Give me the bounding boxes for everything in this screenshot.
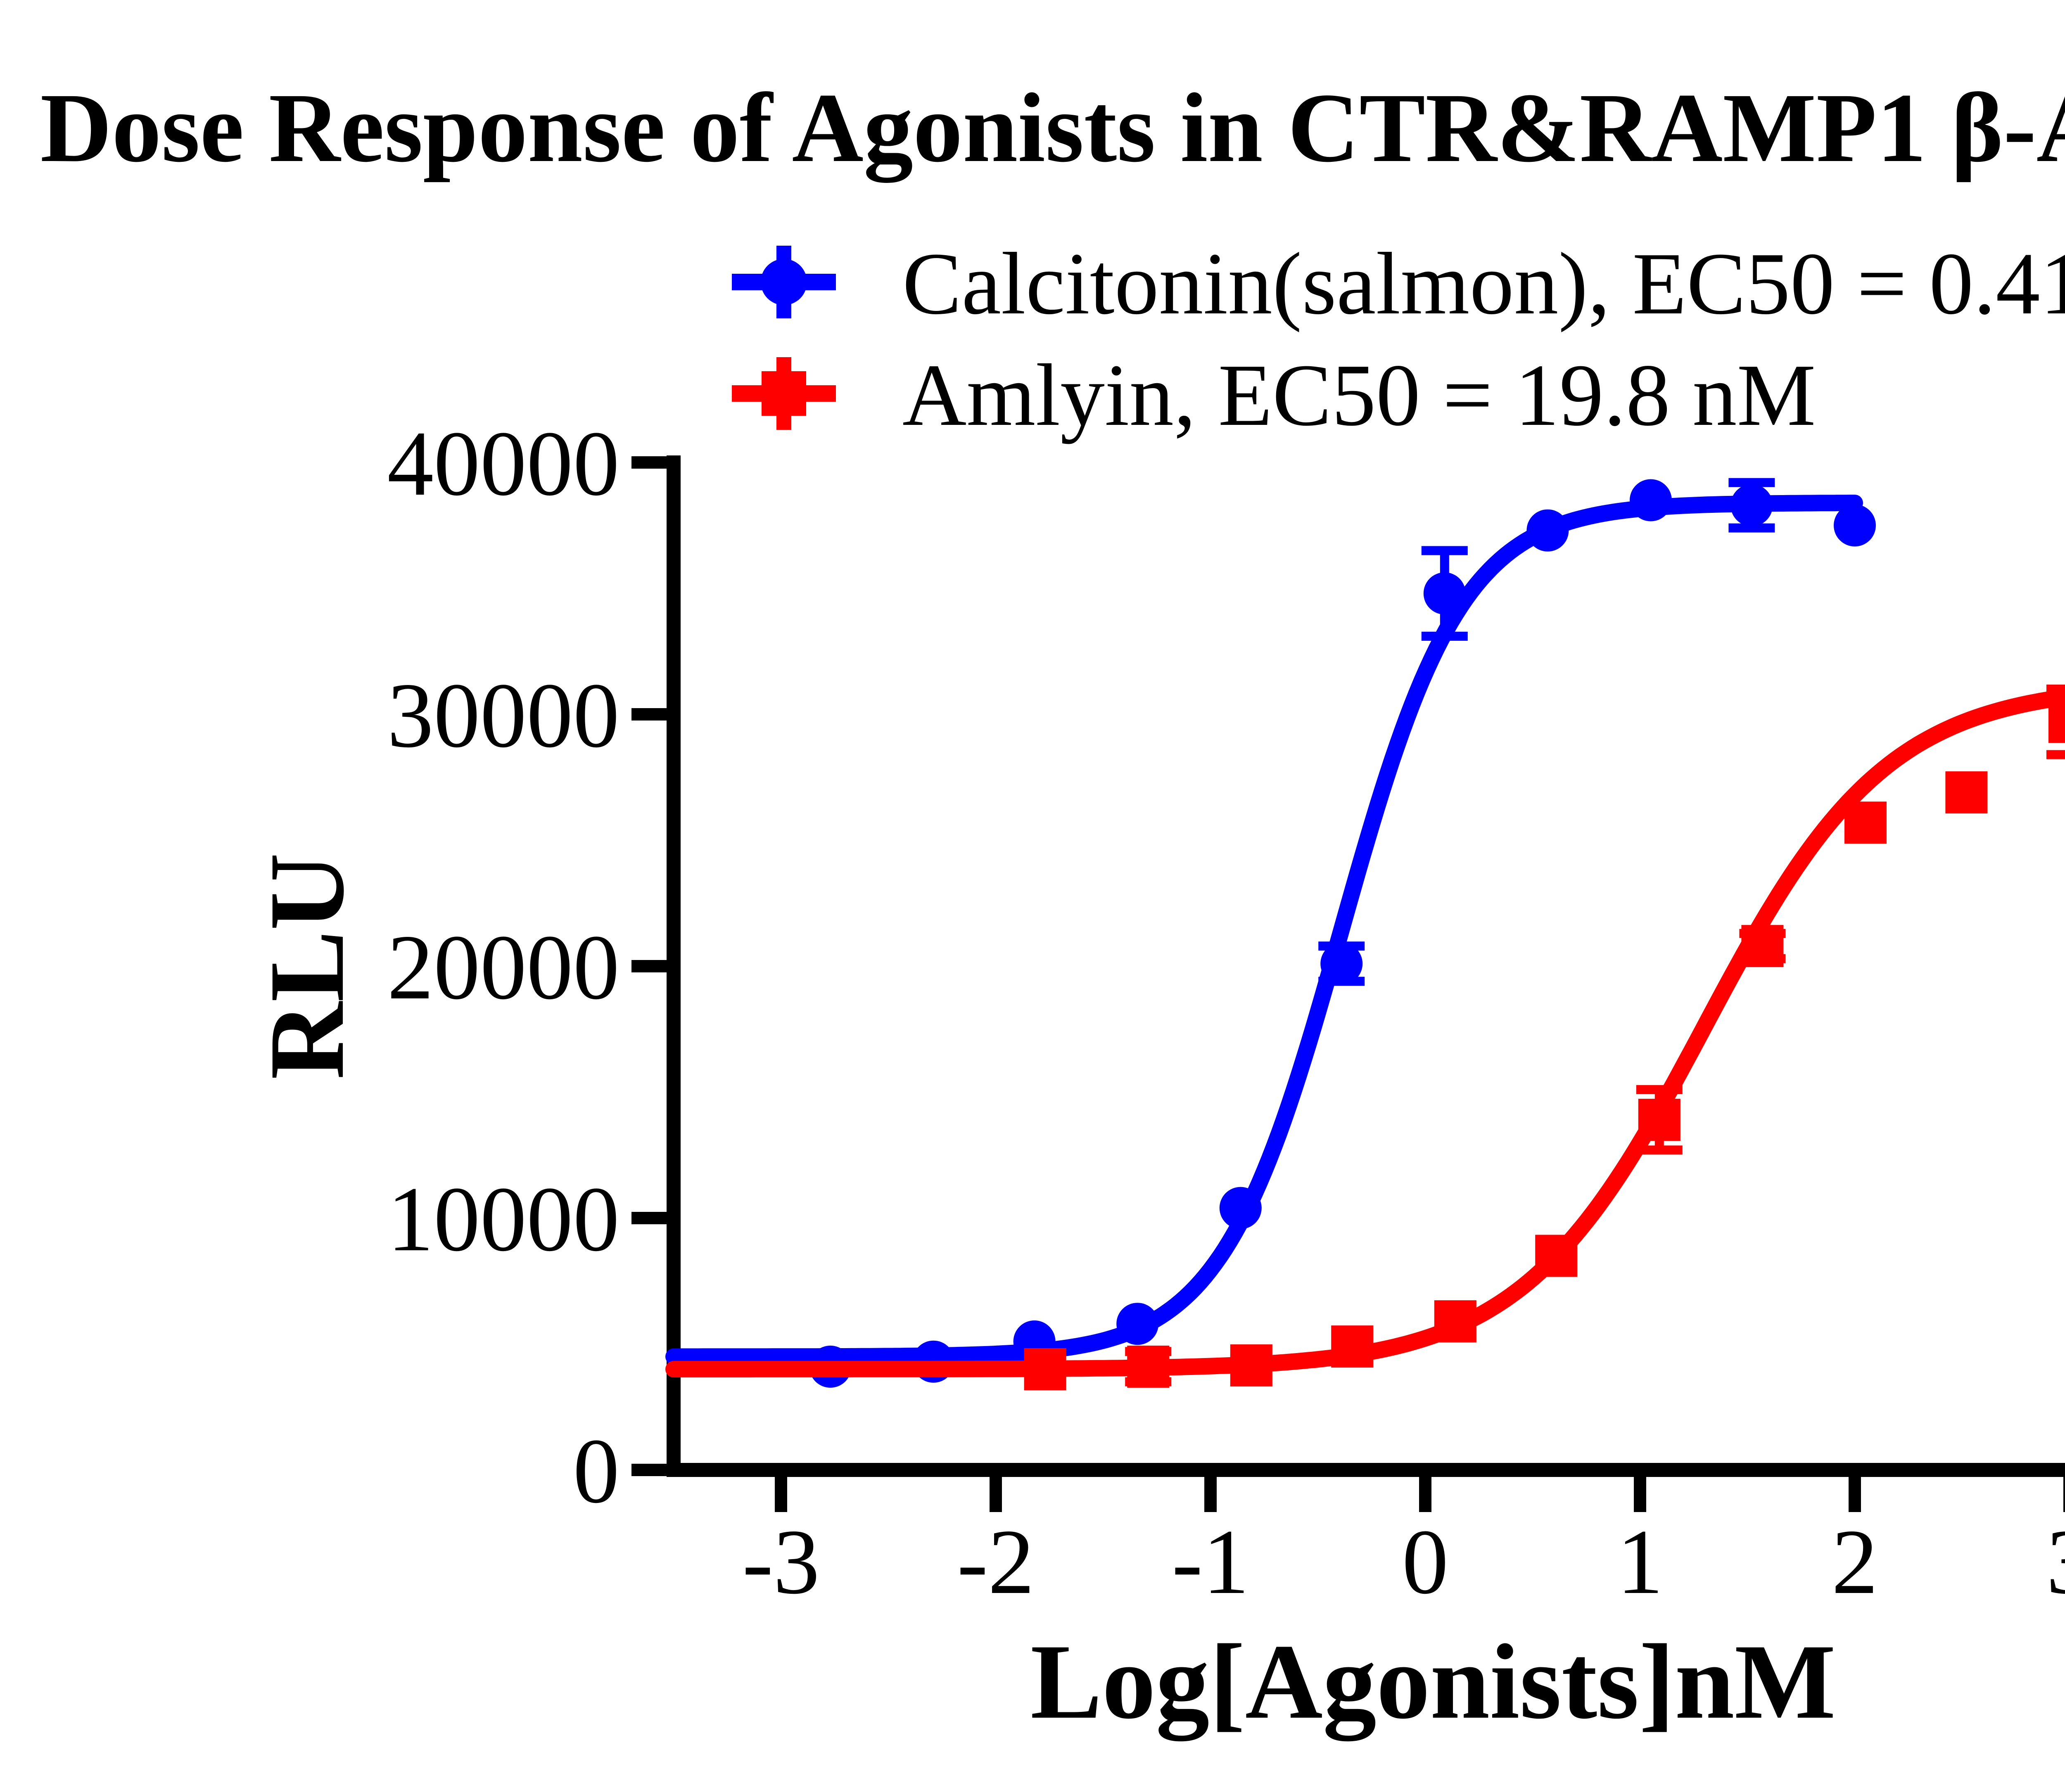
y-axis-title: RLU	[247, 853, 366, 1080]
data-point-circle	[1423, 572, 1466, 615]
data-point-square	[1331, 1325, 1374, 1368]
fit-curve-Calcitonin(salmon)	[665, 495, 1863, 1365]
data-series	[665, 478, 2065, 1390]
data-point-square	[1638, 1099, 1680, 1141]
data-point-square	[1230, 1344, 1272, 1387]
data-point-circle	[1630, 479, 1672, 521]
legend: Calcitonin(salmon), EC50 = 0.41 nM Amlyin…	[732, 234, 2065, 444]
data-point-square	[1945, 771, 1988, 814]
x-tick-label: 3	[2046, 1510, 2065, 1613]
legend-marker-circle	[761, 259, 807, 305]
x-tick-label: -1	[1172, 1510, 1249, 1613]
data-point-square	[2048, 701, 2065, 743]
axes: 0 10000 20000 30000 40000 -3 -2 -1 0 1 2 3	[387, 412, 2065, 1613]
x-tick-label: 2	[1832, 1510, 1878, 1613]
chart-title: Dose Response of Agonists in CTR&RAMP1 β…	[40, 73, 2065, 183]
fit-curve-Amlyin	[665, 689, 2065, 1377]
legend-item-Calcitonin(salmon): Calcitonin(salmon), EC50 = 0.41 nM	[732, 234, 2065, 333]
x-tick-label: -3	[742, 1510, 819, 1613]
data-point-square	[1741, 925, 1784, 967]
data-point-circle	[1116, 1303, 1159, 1345]
data-point-square	[1535, 1235, 1578, 1277]
x-tick-label: 1	[1617, 1510, 1664, 1613]
y-tick-label: 40000	[387, 412, 620, 515]
data-point-square	[1024, 1348, 1066, 1390]
legend-label: Calcitonin(salmon), EC50 = 0.41 nM	[902, 234, 2065, 333]
data-point-circle	[1320, 942, 1363, 985]
x-tick-label: 0	[1402, 1510, 1449, 1613]
y-tick-label: 0	[573, 1419, 620, 1522]
y-tick-label: 30000	[387, 664, 620, 767]
data-point-square	[1844, 801, 1887, 844]
data-point-circle	[1730, 484, 1773, 526]
y-tick-label: 10000	[387, 1167, 620, 1271]
data-point-square	[1434, 1300, 1476, 1343]
legend-marker-square	[762, 371, 806, 416]
data-point-circle	[1834, 504, 1876, 547]
y-tick-label: 20000	[387, 915, 620, 1019]
x-tick-label: -2	[957, 1510, 1034, 1613]
data-point-circle	[1219, 1187, 1262, 1229]
data-point-square	[1127, 1345, 1170, 1388]
legend-label: Amlyin, EC50 = 19.8 nM	[902, 346, 1816, 444]
legend-item-Amlyin: Amlyin, EC50 = 19.8 nM	[732, 346, 1816, 444]
data-point-circle	[1526, 509, 1569, 552]
x-axis-title: Log[Agonists]nM	[1030, 1622, 1836, 1743]
